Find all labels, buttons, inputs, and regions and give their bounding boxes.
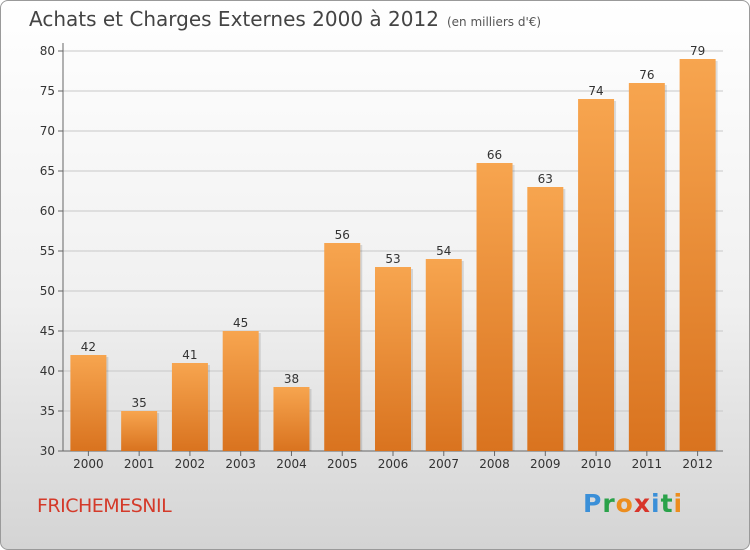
x-tick-label-2010: 2010	[581, 457, 612, 471]
value-label-2008: 66	[487, 148, 502, 162]
x-tick-label-2004: 2004	[276, 457, 307, 471]
value-label-2007: 54	[436, 244, 451, 258]
logo-letter: r	[602, 489, 616, 518]
value-label-2011: 76	[639, 68, 654, 82]
logo-letter: t	[660, 489, 674, 518]
bar-2010	[578, 99, 615, 451]
value-label-2005: 56	[335, 228, 350, 242]
value-label-2010: 74	[588, 84, 603, 98]
x-tick-label-2007: 2007	[428, 457, 459, 471]
y-tick-label-55: 55	[40, 244, 55, 258]
logo-letter: i	[651, 489, 661, 518]
y-tick-label-80: 80	[40, 44, 55, 58]
value-label-2002: 41	[182, 348, 197, 362]
y-tick-label-65: 65	[40, 164, 55, 178]
y-tick-label-70: 70	[40, 124, 55, 138]
y-tick-label-30: 30	[40, 444, 55, 458]
town-name: FRICHEMESNIL	[37, 495, 172, 517]
logo-letter: P	[583, 489, 603, 518]
y-tick-label-50: 50	[40, 284, 55, 298]
logo-letter: x	[633, 489, 651, 518]
bar-2001	[121, 411, 158, 451]
value-label-2009: 63	[538, 172, 553, 186]
bar-2000	[70, 355, 107, 451]
chart-subtitle: (en milliers d'€)	[446, 15, 542, 29]
bar-2003	[222, 331, 259, 451]
value-label-2006: 53	[385, 252, 400, 266]
logo-letter: o	[615, 489, 634, 518]
x-tick-label-2012: 2012	[682, 457, 713, 471]
y-tick-label-35: 35	[40, 404, 55, 418]
x-tick-label-2000: 2000	[73, 457, 104, 471]
bar-2007	[425, 259, 462, 451]
y-tick-label-45: 45	[40, 324, 55, 338]
y-tick-label-75: 75	[40, 84, 55, 98]
x-tick-label-2002: 2002	[175, 457, 206, 471]
bar-2011	[628, 83, 665, 451]
bar-2008	[476, 163, 513, 451]
y-tick-label-40: 40	[40, 364, 55, 378]
x-tick-label-2001: 2001	[124, 457, 155, 471]
x-tick-label-2003: 2003	[225, 457, 256, 471]
bar-2002	[171, 363, 208, 451]
chart-title-text: Achats et Charges Externes 2000 à 2012	[29, 7, 439, 31]
chart-title: Achats et Charges Externes 2000 à 2012 (e…	[29, 7, 541, 31]
bar-2006	[375, 267, 411, 451]
x-tick-label-2006: 2006	[378, 457, 409, 471]
value-label-2012: 79	[690, 44, 705, 58]
x-tick-label-2005: 2005	[327, 457, 358, 471]
proxiti-logo: Proxiti	[583, 489, 683, 518]
value-label-2003: 45	[233, 316, 248, 330]
bar-2005	[324, 243, 361, 451]
value-label-2004: 38	[284, 372, 299, 386]
bar-2004	[273, 387, 310, 451]
x-tick-label-2009: 2009	[530, 457, 561, 471]
bar-2012	[679, 59, 716, 451]
x-tick-label-2011: 2011	[632, 457, 663, 471]
bar-2009	[527, 187, 564, 451]
logo-letter: i	[673, 489, 684, 518]
y-tick-label-60: 60	[40, 204, 55, 218]
value-label-2001: 35	[132, 396, 147, 410]
x-tick-label-2008: 2008	[479, 457, 510, 471]
value-label-2000: 42	[81, 340, 96, 354]
